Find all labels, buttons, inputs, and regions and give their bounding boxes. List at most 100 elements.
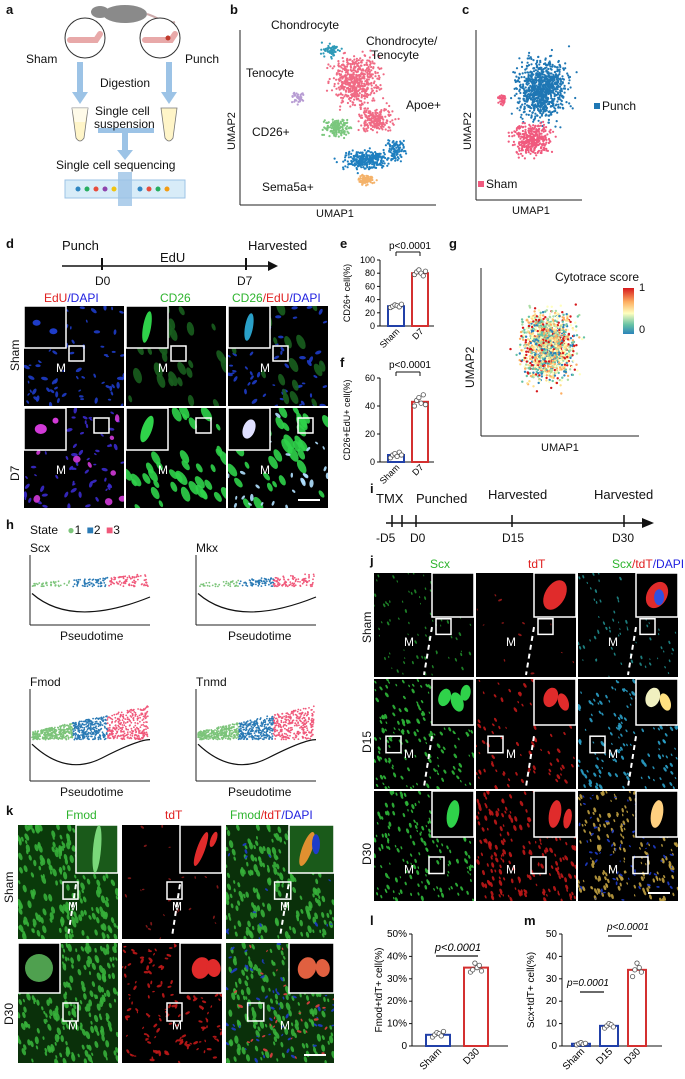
micrograph-texture: M (24, 408, 124, 508)
panel-label-m: m (524, 913, 536, 928)
timeline-punched: Punched (416, 491, 468, 506)
gene-label-scx: Scx (30, 541, 51, 555)
cluster-label-cd26: CD26+ (252, 125, 290, 139)
data-point (420, 273, 426, 279)
j-row-d30: D30 (360, 842, 374, 865)
cytotrace-ylabel: UMAP2 (463, 346, 477, 388)
j-col1-header: Scx (430, 557, 451, 571)
bar-chart-m: 0 10 20 30 40 50 Scx+tdT+ cell(%) Sham D15 D30 p=0… (526, 922, 662, 1073)
micrograph-j-d30-merge: M (578, 791, 678, 901)
panel-label-j: j (370, 553, 374, 568)
pseudotime-xlabel-4: Pseudotime (228, 785, 292, 799)
micrograph-d7-edu: M (24, 408, 124, 508)
data-point (472, 960, 478, 966)
micrograph-d7-merge: M (228, 408, 328, 508)
umap-cluster-scatter (239, 30, 436, 206)
micrograph-texture: M (476, 573, 576, 676)
micrograph-texture: M (226, 825, 334, 939)
punch-label: Punch (185, 52, 220, 66)
data-point (420, 392, 426, 398)
d-col1-header: EdU/DAPI (44, 291, 99, 305)
panel-label-f: f (340, 355, 345, 370)
micrograph-sham-edu: M (24, 306, 124, 406)
micrograph-texture: M (578, 679, 678, 789)
pseudotime-plot-2 (29, 689, 151, 782)
data-point (411, 403, 418, 409)
umap-cluster-plot: Chondrocyte Chondrocyte/ Tenocyte Tenocy… (226, 10, 461, 235)
umap-b-ylabel: UMAP2 (226, 112, 238, 150)
x-tick-label: D7 (410, 326, 425, 341)
y-tick-label: 40% (387, 951, 407, 962)
y-tick-label: 80 (365, 268, 375, 278)
micrograph-texture: M (476, 791, 576, 901)
sham-label: Sham (26, 52, 58, 66)
panel-label-k: k (6, 803, 14, 818)
k-col2-header: tdT (165, 808, 183, 822)
svg-text:M: M (56, 361, 66, 375)
pseudotime-xlabel-1: Pseudotime (60, 629, 124, 643)
panel-label-i: i (370, 481, 374, 496)
data-point (438, 1033, 444, 1039)
y-tick-label: 40 (546, 951, 558, 962)
data-point (398, 452, 405, 458)
d-row-d7: D7 (8, 465, 22, 481)
gene-label-tnmd: Tnmd (196, 675, 227, 689)
data-point (470, 967, 476, 973)
umap-condition-scatter (475, 30, 600, 201)
timeline-m5: -D5 (376, 531, 396, 545)
micrograph-j-d15-tdt: M (476, 679, 576, 789)
p-value: p=0.0001 (566, 978, 609, 989)
timeline-harvested: Harvested (248, 238, 308, 253)
panel-label-l: l (370, 913, 374, 928)
y-tick-label: 10 (546, 1019, 558, 1030)
y-tick-label: 0 (401, 1041, 407, 1052)
timeline-tmx: TMX (376, 491, 404, 506)
cytotrace-points (509, 303, 586, 395)
data-point (394, 453, 400, 460)
data-point (636, 964, 642, 971)
panel-label-c: c (462, 2, 470, 17)
j-col2-header: tdT (528, 557, 546, 571)
data-point (398, 301, 405, 307)
bar-chart-e: 0 20 40 60 80 100 CD26+ cell(%) Sham D7 p<0.0001 (342, 241, 434, 350)
timeline-d30: D30 (612, 531, 635, 545)
x-tick-label: Sham (378, 326, 402, 350)
pseudotime-plot-0 (29, 555, 151, 626)
pseudotime-plots (29, 555, 317, 782)
k-row-d30: D30 (2, 1002, 16, 1025)
bar (411, 272, 429, 327)
legend-punch: Punch (602, 99, 637, 113)
y-tick-label: 60 (365, 281, 375, 291)
timeline-d15: D15 (502, 531, 525, 545)
bar (627, 968, 647, 1048)
y-tick-label: 0 (370, 457, 375, 467)
state-legend: State ●1 ■2 ■3 (30, 523, 120, 537)
micrograph-j-sham-merge: M (578, 573, 678, 677)
y-axis-label: Fmod+tdT+ cell(%) (374, 947, 385, 1032)
p-value: p<0.0001 (389, 360, 431, 371)
cytotrace-umap: Cytotrace score 1 0 UMAP1 UMAP2 (449, 236, 685, 476)
micrograph-texture: M (228, 306, 328, 406)
micrograph-texture: M (374, 573, 474, 676)
cluster-label-apoe: Apoe+ (406, 98, 442, 112)
timeline-d (62, 258, 278, 271)
y-tick-label: 50% (387, 929, 407, 940)
micrograph-k-d30-fmod: M (18, 943, 118, 1063)
p-value: p<0.0001 (389, 241, 431, 252)
j-row-sham: Sham (360, 611, 374, 643)
y-tick-label: 30% (387, 974, 407, 985)
k-col3-header: Fmod/tdT/DAPI (230, 808, 313, 822)
y-tick-label: 20 (546, 996, 558, 1007)
umap-c-ylabel: UMAP2 (462, 112, 474, 150)
micrograph-texture: M (126, 306, 226, 406)
micrograph-j-d30-scx: M (374, 791, 474, 901)
panel-d: Punch EdU Harvested D0 D7 EdU/DAPI CD26 … (0, 236, 340, 516)
y-tick-label: 40 (365, 401, 375, 411)
cluster-label-sema5a: Sema5a+ (262, 180, 314, 194)
svg-text:M: M (260, 361, 270, 375)
k-row-sham: Sham (2, 871, 16, 903)
cytotrace-legend-title: Cytotrace score (555, 270, 640, 284)
micrograph-texture: M (228, 408, 328, 508)
panel-label-g: g (449, 236, 457, 251)
